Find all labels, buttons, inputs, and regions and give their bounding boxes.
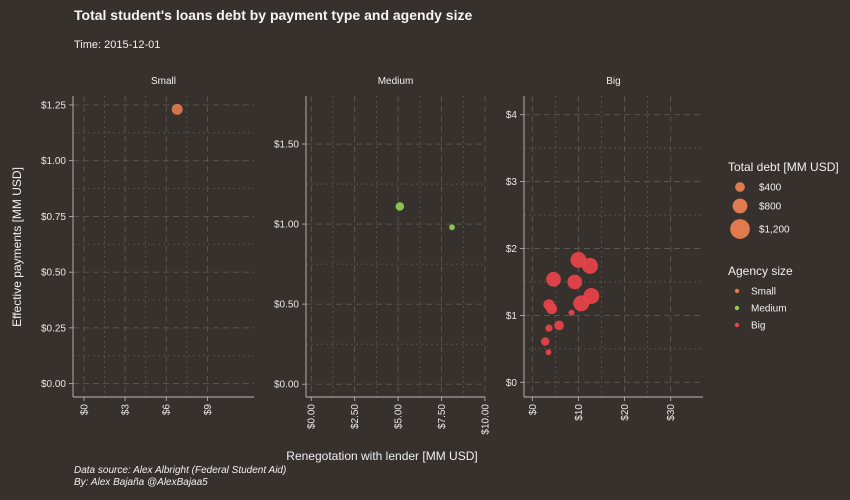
x-tick-label: $20 — [620, 404, 631, 421]
facet-label-small: Small — [151, 76, 176, 87]
y-tick-label: $2 — [506, 244, 518, 255]
size-legend-key — [732, 198, 748, 214]
facet-label-medium: Medium — [378, 76, 414, 87]
y-tick-label: $0.00 — [274, 380, 299, 391]
data-point — [545, 349, 552, 356]
x-tick-label: $3 — [121, 404, 132, 416]
y-tick-label: $0.50 — [41, 268, 66, 279]
data-point — [546, 271, 561, 287]
data-point — [581, 257, 598, 274]
data-point — [567, 274, 583, 290]
color-legend: Agency size Small Medium Big — [728, 264, 793, 332]
y-tick-label: $1.00 — [41, 156, 66, 167]
y-axis-label: Effective payments [MM USD] — [10, 167, 24, 327]
color-legend-key — [734, 305, 740, 311]
chart-subtitle: Time: 2015-12-01 — [74, 39, 161, 51]
x-tick-label: $9 — [203, 404, 214, 416]
x-tick-label: $0.00 — [307, 404, 318, 429]
caption-source: Data source: Alex Albright (Federal Stud… — [74, 465, 287, 476]
x-tick-label: $2.50 — [350, 404, 361, 429]
caption-author: By: Alex Bajaña @AlexBajaa5 — [74, 477, 208, 488]
data-point — [171, 103, 183, 115]
x-tick-label: $0 — [79, 404, 90, 416]
x-tick-label: $0 — [528, 404, 539, 416]
facet-small: Small $0.00 $0.25 $0.50 $0.75 $1.00 $1.25 $0 $3 $… — [41, 76, 254, 415]
y-tick-label: $0.75 — [41, 212, 66, 223]
data-point — [568, 309, 575, 316]
x-tick-label: $30 — [666, 404, 677, 421]
color-legend-label: Small — [751, 287, 776, 298]
color-legend-label: Big — [751, 321, 765, 332]
color-legend-title: Agency size — [728, 264, 793, 278]
y-tick-label: $1.50 — [274, 140, 299, 151]
size-legend-title: Total debt [MM USD] — [728, 160, 839, 174]
color-legend-label: Medium — [751, 304, 787, 315]
x-tick-label: $5.00 — [394, 404, 405, 429]
size-legend-label: $400 — [759, 183, 782, 194]
y-tick-label: $1.00 — [274, 220, 299, 231]
data-point — [554, 320, 564, 331]
size-legend-label: $1,200 — [759, 225, 790, 236]
data-point — [545, 324, 553, 332]
x-tick-label: $10 — [574, 404, 585, 421]
data-point — [546, 303, 558, 315]
size-legend: Total debt [MM USD] $400 $800 $1,200 — [728, 160, 839, 239]
facet-big: Big $0 $1 $2 $3 $4 $0 $10 $20 $30 — [506, 76, 703, 421]
chart-title: Total student's loans debt by payment ty… — [74, 7, 473, 23]
y-tick-label: $0.50 — [274, 300, 299, 311]
data-point — [395, 202, 405, 211]
y-tick-label: $1.25 — [41, 100, 66, 111]
facet-label-big: Big — [606, 76, 620, 87]
x-tick-label: $10.00 — [481, 404, 492, 435]
size-legend-key — [735, 182, 745, 192]
y-tick-label: $0.25 — [41, 323, 66, 334]
data-point — [573, 295, 590, 312]
y-tick-label: $1 — [506, 311, 518, 322]
y-tick-label: $0.00 — [41, 379, 66, 390]
caption: Data source: Alex Albright (Federal Stud… — [74, 465, 286, 489]
facet-medium: Medium $0.00 $0.50 $1.00 $1.50 $0.00 $2.50 $5.0… — [274, 76, 492, 435]
size-legend-key — [730, 219, 750, 239]
x-tick-label: $6 — [162, 404, 173, 416]
color-legend-key — [734, 288, 740, 294]
data-point — [540, 337, 550, 346]
size-legend-label: $800 — [759, 202, 782, 213]
x-tick-label: $7.50 — [437, 404, 448, 429]
y-tick-label: $0 — [506, 378, 518, 389]
y-tick-label: $4 — [506, 110, 518, 121]
y-tick-label: $3 — [506, 177, 518, 188]
x-axis-label: Renegotation with lender [MM USD] — [286, 449, 477, 463]
data-point — [449, 224, 455, 231]
color-legend-key — [734, 322, 740, 328]
facet-panels: Small $0.00 $0.25 $0.50 $0.75 $1.00 $1.25 $0 $3 $… — [41, 76, 703, 435]
